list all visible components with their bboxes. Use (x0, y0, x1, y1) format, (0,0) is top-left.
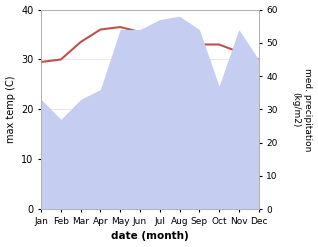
Y-axis label: med. precipitation
(kg/m2): med. precipitation (kg/m2) (292, 68, 313, 151)
X-axis label: date (month): date (month) (111, 231, 189, 242)
Y-axis label: max temp (C): max temp (C) (5, 76, 16, 143)
